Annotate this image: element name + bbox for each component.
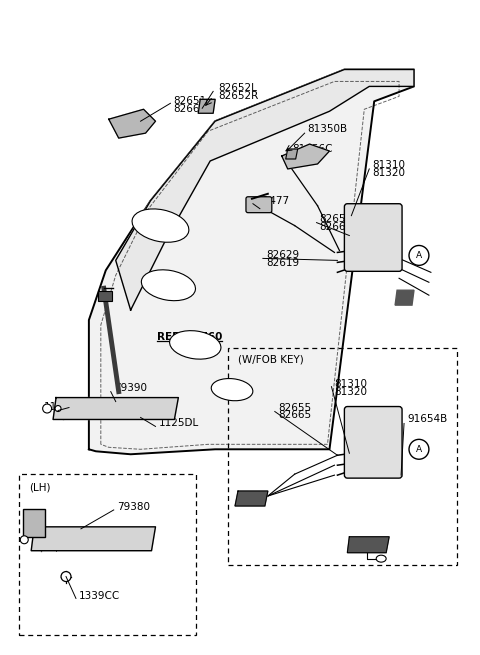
Text: 82652L: 82652L	[218, 83, 257, 94]
Text: 1125DL: 1125DL	[158, 419, 199, 428]
Polygon shape	[348, 537, 389, 553]
Text: (LH): (LH)	[29, 482, 51, 492]
Text: 91654B: 91654B	[407, 415, 447, 424]
Text: 82629: 82629	[266, 250, 299, 261]
FancyBboxPatch shape	[344, 204, 402, 271]
Text: 82665: 82665	[320, 221, 353, 232]
Text: 82652R: 82652R	[218, 91, 258, 102]
Circle shape	[55, 405, 61, 411]
Polygon shape	[198, 100, 215, 113]
FancyBboxPatch shape	[98, 291, 112, 301]
Text: 82661R: 82661R	[173, 104, 214, 114]
Text: 81310: 81310	[335, 379, 368, 388]
Polygon shape	[89, 69, 414, 455]
Circle shape	[20, 536, 28, 544]
Text: 79390: 79390	[114, 383, 147, 392]
Text: (W/FOB KEY): (W/FOB KEY)	[238, 355, 304, 365]
Polygon shape	[286, 149, 298, 159]
Text: 81350B: 81350B	[308, 124, 348, 134]
FancyBboxPatch shape	[246, 196, 272, 213]
Text: 81477: 81477	[256, 196, 289, 206]
Text: 79380: 79380	[117, 502, 150, 512]
Text: 1339CC: 1339CC	[79, 591, 120, 601]
Polygon shape	[282, 144, 329, 169]
Text: A: A	[416, 251, 422, 260]
FancyBboxPatch shape	[344, 407, 402, 478]
Bar	[228, 348, 457, 565]
Polygon shape	[235, 491, 268, 506]
Text: 81320: 81320	[335, 386, 368, 397]
Polygon shape	[395, 290, 414, 305]
Bar	[19, 474, 196, 635]
Text: 1125DA: 1125DA	[44, 402, 85, 411]
Text: REF.60-760: REF.60-760	[157, 332, 223, 342]
Polygon shape	[31, 527, 156, 551]
Polygon shape	[109, 109, 156, 138]
Text: 82651: 82651	[173, 96, 206, 106]
Text: 82619: 82619	[266, 258, 299, 269]
Circle shape	[43, 404, 51, 413]
Circle shape	[409, 246, 429, 265]
Text: 81456C: 81456C	[293, 144, 333, 154]
Ellipse shape	[376, 555, 386, 562]
Circle shape	[61, 572, 71, 582]
Text: 81320: 81320	[372, 168, 405, 178]
FancyBboxPatch shape	[23, 509, 45, 537]
Ellipse shape	[142, 270, 195, 301]
Text: 82655: 82655	[278, 403, 311, 413]
Circle shape	[409, 440, 429, 459]
Ellipse shape	[132, 209, 189, 242]
Text: 82665: 82665	[278, 411, 311, 421]
Ellipse shape	[211, 379, 253, 401]
Polygon shape	[116, 69, 414, 310]
Text: 82655: 82655	[320, 214, 353, 223]
Text: 81310: 81310	[372, 160, 405, 170]
Ellipse shape	[169, 331, 221, 359]
Polygon shape	[53, 398, 179, 419]
Text: A: A	[416, 445, 422, 454]
